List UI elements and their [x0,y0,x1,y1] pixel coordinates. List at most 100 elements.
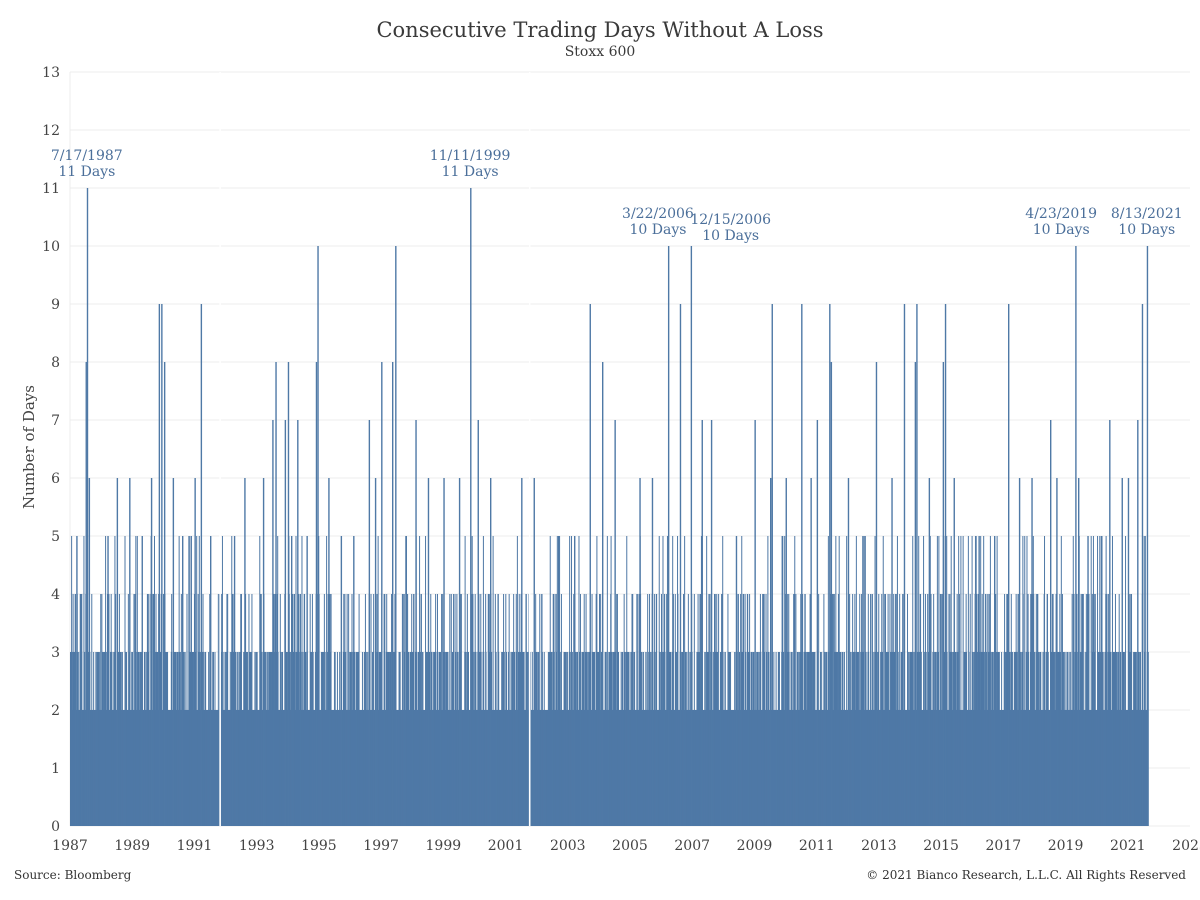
y-tick-label: 8 [51,355,60,371]
annotation-days: 10 Days [629,222,686,238]
bar [950,536,952,826]
bar-spike [458,478,461,826]
x-tick-label: 2013 [861,838,897,854]
bar-spike [994,536,996,826]
bar-spike [801,304,803,826]
bar-spike [1075,246,1077,826]
annotation-date: 12/15/2006 [690,212,771,228]
bar [1092,536,1094,826]
y-tick-label: 0 [51,819,60,835]
bar [1101,536,1103,826]
bar-spike [639,478,641,826]
bar-spike [200,304,203,826]
bar-spike [710,420,713,826]
x-axis-ticks: 1987 1989 1991 1993 1995 1997 1999 2001 2003 2005… [52,838,1200,854]
bar [492,536,494,826]
bar-spike [1137,420,1139,826]
bar [971,536,973,826]
y-tick-label: 6 [51,471,60,487]
bar-spike [284,420,287,826]
bar [918,536,920,826]
chart-subtitle: Stoxx 600 [564,44,636,60]
bar [896,536,898,826]
annotation-date: 3/22/2006 [622,206,694,222]
bar-spike [161,304,163,826]
bar-spike [903,304,906,826]
bar-spike [944,304,947,826]
bar-spike [1121,478,1123,826]
bar-spike [74,594,77,826]
annotation-date: 11/11/1999 [430,148,511,164]
bar-spike [651,478,654,826]
bar-spike [107,536,109,826]
y-tick-label: 5 [51,529,60,545]
bar-spike [88,478,91,826]
bar [1072,536,1074,826]
bar [912,536,914,826]
bar-spike [158,304,161,826]
bar-spike [141,536,143,826]
bar-spike [116,478,119,826]
copyright-note: © 2021 Bianco Research, L.L.C. All Right… [866,868,1186,882]
bar-spike [785,478,787,826]
x-tick-label: 1993 [239,838,275,854]
x-tick-label: 2007 [674,838,710,854]
bar-spike [194,478,196,826]
bar [938,536,940,826]
x-tick-label: 2003 [550,838,586,854]
y-tick-label: 2 [51,703,60,719]
annotation-days: 10 Days [702,228,759,244]
bar [846,536,848,826]
bar-spike [574,536,576,826]
bar [975,536,977,826]
annotation-date: 7/17/1987 [51,148,123,164]
x-tick-label: 2023 [1172,838,1200,854]
bar [874,536,876,826]
bar [377,536,379,826]
bar-gap [528,72,531,826]
bar-spike [1031,478,1033,826]
bar-spike [353,536,355,826]
bar [234,536,236,826]
x-tick-label: 1995 [301,838,337,854]
bar-spike [735,536,738,826]
annotation-date: 8/13/2021 [1111,206,1183,222]
bar [662,536,664,826]
bar-spike [1056,478,1058,826]
bar-spike [1087,536,1089,826]
y-tick-label: 10 [42,239,60,255]
bar-spike [521,478,523,826]
bar [556,536,558,826]
annotation-date: 4/23/2019 [1025,206,1097,222]
bar-spike [150,478,153,826]
bar [425,536,427,826]
bar [960,536,962,826]
bar-spike [76,536,78,826]
bar [516,536,518,826]
bar-spike [701,420,703,826]
y-tick-label: 12 [42,123,60,139]
bar-spike [272,420,274,826]
bar [196,536,198,826]
chart-title: Consecutive Trading Days Without A Loss [376,18,824,42]
bar [569,536,571,826]
bar-spike [1008,304,1010,826]
bar-spike [182,536,184,826]
bar-spike [392,362,394,826]
bar [606,536,608,826]
bar-spike [244,478,246,826]
x-tick-label: 1989 [114,838,150,854]
bar-spike [172,478,175,826]
bar-spike [614,420,616,826]
x-tick-label: 1997 [363,838,399,854]
bar [83,536,85,826]
bar-spike [1109,420,1111,826]
bar-spike [306,536,308,826]
bar-spike [427,478,430,826]
bar-spike [231,594,234,826]
bar [983,536,985,826]
bar [1099,536,1101,826]
bar-spike [667,246,670,826]
bar [782,536,784,826]
